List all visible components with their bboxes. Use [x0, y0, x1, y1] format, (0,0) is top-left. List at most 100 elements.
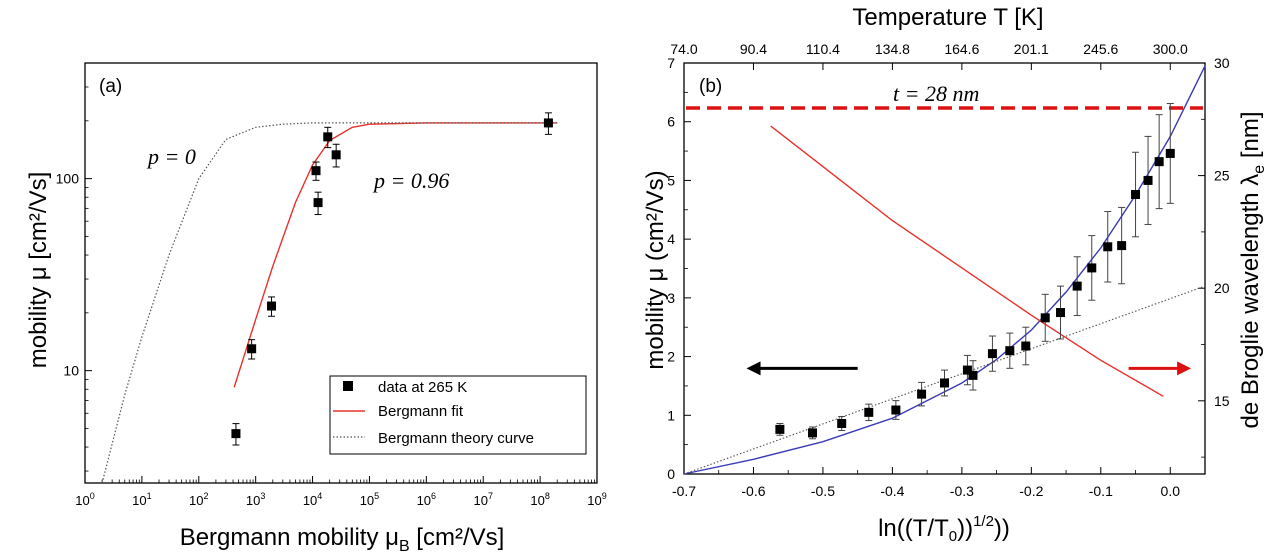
- data-point-a: [543, 118, 553, 128]
- annotation-p0: p = 0: [146, 144, 196, 169]
- data-point-b: [808, 428, 818, 438]
- wavelength-curve-b: [770, 125, 1164, 397]
- legend-box-a: [329, 375, 587, 455]
- y2-tick-label-b: 30: [1214, 55, 1230, 71]
- top-tick-label-b: 164.6: [944, 41, 979, 57]
- data-point-b: [1056, 308, 1066, 318]
- top-tick-label-b: 74.0: [670, 41, 697, 57]
- annotation-p096: p = 0.96: [372, 168, 449, 193]
- top-axis-title: Temperature T [K]: [852, 4, 1043, 31]
- x-tick-label-b: -0.1: [1089, 483, 1113, 499]
- top-tick-label-b: 245.6: [1083, 41, 1118, 57]
- data-point-b: [1131, 190, 1141, 200]
- panel-label-a: (a): [99, 76, 122, 97]
- data-point-b: [1165, 148, 1175, 158]
- data-point-a: [323, 132, 333, 142]
- legend-a: data at 265 K Bergmann fit Bergmann theo…: [329, 375, 587, 455]
- data-point-b: [968, 370, 978, 380]
- x-tick-label-b: -0.5: [811, 483, 835, 499]
- data-point-b: [1143, 175, 1153, 185]
- data-point-b: [1117, 241, 1127, 251]
- data-point-b: [987, 349, 997, 359]
- plot-frame-b: [683, 62, 1206, 475]
- x-tick-label-b: 0.0: [1161, 483, 1181, 499]
- y2-tick-label-b: 25: [1214, 168, 1230, 184]
- x-tick-label-a: 103: [246, 491, 265, 508]
- fit-curve-a: [233, 122, 558, 388]
- y-tick-label-b: 3: [667, 290, 675, 306]
- data-point-b: [837, 419, 847, 429]
- x-tick-label-b: -0.7: [672, 483, 696, 499]
- y2-tick-label-b: 20: [1214, 280, 1230, 296]
- y2-axis-b: 15 20 25 30: [1198, 55, 1230, 458]
- y-tick-label-b: 2: [667, 349, 675, 365]
- top-axis-b: 74.0 90.4 110.4 134.8 164.6 201.1 245.6 300.0: [670, 41, 1188, 70]
- x-axis-a: 100 101 102 103 104 105 106 107 108 109: [75, 476, 607, 508]
- y-tick-label-b: 5: [667, 172, 675, 188]
- y-tick-label-b: 1: [667, 407, 675, 423]
- legend-label-fit: Bergmann fit: [378, 403, 464, 420]
- data-point-a: [267, 301, 277, 311]
- x-tick-label-a: 109: [587, 491, 606, 508]
- legend-label-theory: Bergmann theory curve: [378, 430, 534, 447]
- legend-marker-data: [343, 381, 353, 391]
- x-axis-b: -0.7 -0.6 -0.5 -0.4 -0.3 -0.2 -0.1 0.0: [672, 467, 1180, 499]
- data-point-b: [1154, 157, 1164, 167]
- dashed-line-label: t = 28 nm: [893, 81, 979, 106]
- left-arrow-head: [746, 361, 761, 376]
- data-point-a: [247, 344, 257, 354]
- top-tick-label-b: 90.4: [740, 41, 767, 57]
- x-tick-label-b: -0.6: [741, 483, 765, 499]
- x-tick-label-b: -0.2: [1019, 483, 1043, 499]
- y-tick-label-b: 4: [667, 231, 675, 247]
- data-point-b: [1072, 281, 1082, 291]
- data-point-b: [962, 365, 972, 375]
- curves-b: [683, 65, 1206, 475]
- panel-a: (a) 100 101 102 103 104 105 106 107 108 109 10 100…: [25, 62, 607, 555]
- legend-label-data: data at 265 K: [378, 379, 467, 396]
- x-tick-label-a: 104: [303, 491, 322, 508]
- y-tick-label-b: 6: [667, 114, 675, 130]
- data-point-b: [1087, 263, 1097, 273]
- x-tick-label-a: 105: [360, 491, 379, 508]
- x-tick-label-a: 106: [417, 491, 436, 508]
- data-point-a: [311, 166, 321, 176]
- panel-label-b: (b): [699, 76, 722, 97]
- data-point-b: [1021, 341, 1031, 351]
- top-tick-label-b: 134.8: [875, 41, 910, 57]
- x-tick-label-a: 108: [530, 491, 549, 508]
- data-point-b: [1103, 242, 1113, 252]
- data-point-b: [864, 407, 874, 417]
- fit-curve-b: [683, 65, 1206, 475]
- top-tick-label-b: 300.0: [1153, 41, 1188, 57]
- x-axis-label-a: Bergmann mobility μB [cm²/Vs]: [180, 524, 505, 555]
- data-point-a: [313, 198, 323, 208]
- y2-tick-label-b: 15: [1214, 393, 1230, 409]
- data-point-b: [775, 424, 785, 434]
- y-axis-label-a: mobility μ [cm²/Vs]: [25, 172, 52, 369]
- x-axis-label-b: ln((T/T0))1/2)): [878, 513, 1010, 545]
- y-tick-label-a: 100: [56, 171, 80, 187]
- data-point-a: [231, 429, 241, 439]
- y-axis-label-b: mobility μ (cm²/Vs): [642, 170, 669, 369]
- data-point-b: [940, 378, 949, 388]
- y-tick-label-b: 0: [667, 466, 675, 482]
- arrows-b: [746, 361, 1192, 376]
- panel-b: (b) -0.7 -0.6 -0.5 -0.4 -0.3 -0.2 -0.1 0.0 74.0…: [642, 4, 1268, 545]
- x-tick-label-a: 102: [189, 491, 208, 508]
- points-b: [775, 103, 1175, 440]
- y-tick-label-a: 10: [63, 363, 79, 379]
- top-tick-label-b: 110.4: [806, 41, 840, 57]
- theory-curve-a: [101, 122, 558, 484]
- data-point-b: [891, 405, 901, 415]
- data-point-b: [917, 389, 927, 399]
- x-tick-label-a: 101: [132, 491, 151, 508]
- right-arrow-head: [1177, 361, 1192, 376]
- y2-axis-label-b: de Broglie wavelength λe [nm]: [1237, 111, 1268, 428]
- top-tick-label-b: 201.1: [1014, 41, 1049, 57]
- curves-a: [101, 122, 558, 484]
- x-tick-label-a: 100: [75, 491, 94, 508]
- x-tick-label-b: -0.3: [950, 483, 974, 499]
- data-point-b: [1040, 313, 1050, 323]
